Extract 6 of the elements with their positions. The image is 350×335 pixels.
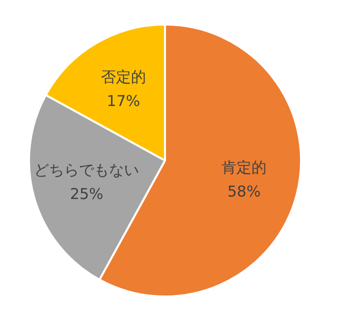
slice-label: どちらでもない (34, 161, 140, 180)
slice-label: 肯定的 (222, 158, 267, 177)
data-label: 17% (106, 92, 140, 110)
data-label: 25% (70, 185, 104, 204)
data-label: 58% (227, 182, 261, 201)
slice-label: 否定的 (100, 68, 146, 86)
